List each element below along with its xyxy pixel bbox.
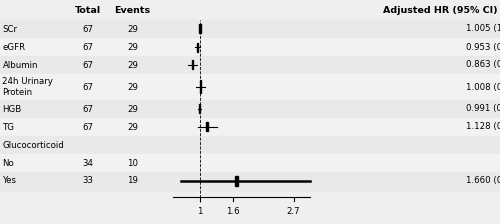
Text: 1.6: 1.6 (226, 207, 240, 216)
Text: 29: 29 (127, 105, 138, 114)
Bar (200, 80, 201, 93)
Bar (0, 136, 500, 154)
Text: 1.005 (1.000 to 1.010): 1.005 (1.000 to 1.010) (466, 24, 500, 34)
Text: 29: 29 (127, 123, 138, 131)
Text: HGB: HGB (2, 105, 22, 114)
Text: 19: 19 (127, 177, 138, 185)
Bar (0, 74, 500, 100)
Bar (0, 20, 500, 38)
Text: Adjusted HR (95% CI): Adjusted HR (95% CI) (382, 6, 498, 15)
Bar (206, 123, 208, 131)
Text: 29: 29 (127, 82, 138, 91)
Text: 24h Urinary: 24h Urinary (2, 77, 54, 86)
Text: 0.863 (0.790 to 0.944): 0.863 (0.790 to 0.944) (466, 60, 500, 69)
Bar (0, 38, 500, 56)
Text: 1.660 (0.652 to 4.221): 1.660 (0.652 to 4.221) (466, 177, 500, 185)
Text: 1.128 (0.967 to 1.315): 1.128 (0.967 to 1.315) (466, 123, 500, 131)
Text: 1: 1 (197, 207, 203, 216)
Bar (235, 176, 238, 186)
Bar (192, 60, 194, 69)
Text: eGFR: eGFR (2, 43, 26, 52)
Text: 29: 29 (127, 43, 138, 52)
Bar (0, 172, 500, 190)
Text: 29: 29 (127, 24, 138, 34)
Bar (0, 0, 500, 20)
Text: Albumin: Albumin (2, 60, 38, 69)
Text: Total: Total (74, 6, 101, 15)
Text: Protein: Protein (2, 88, 32, 97)
Text: 1.008 (0.936 to 1.086): 1.008 (0.936 to 1.086) (466, 82, 500, 91)
Text: Glucocorticoid: Glucocorticoid (2, 140, 64, 149)
Text: 67: 67 (82, 24, 93, 34)
Bar (196, 43, 198, 52)
Text: SCr: SCr (2, 24, 18, 34)
Text: 29: 29 (127, 60, 138, 69)
Text: 10: 10 (127, 159, 138, 168)
Text: Events: Events (114, 6, 150, 15)
Text: 67: 67 (82, 43, 93, 52)
Bar (0, 100, 500, 118)
Text: 34: 34 (82, 159, 93, 168)
Bar (200, 24, 201, 34)
Text: 0.953 (0.902 to 1.007): 0.953 (0.902 to 1.007) (466, 43, 500, 52)
Text: No: No (2, 159, 14, 168)
Bar (0, 154, 500, 172)
Text: 67: 67 (82, 82, 93, 91)
Text: Yes: Yes (2, 177, 16, 185)
Text: 67: 67 (82, 105, 93, 114)
Bar (198, 105, 200, 114)
Text: TG: TG (2, 123, 14, 131)
Text: 67: 67 (82, 60, 93, 69)
Text: 33: 33 (82, 177, 93, 185)
Bar (0, 56, 500, 74)
Text: 67: 67 (82, 123, 93, 131)
Text: 0.991 (0.962 to 1.021): 0.991 (0.962 to 1.021) (466, 105, 500, 114)
Text: 2.7: 2.7 (286, 207, 300, 216)
Bar (0, 118, 500, 136)
